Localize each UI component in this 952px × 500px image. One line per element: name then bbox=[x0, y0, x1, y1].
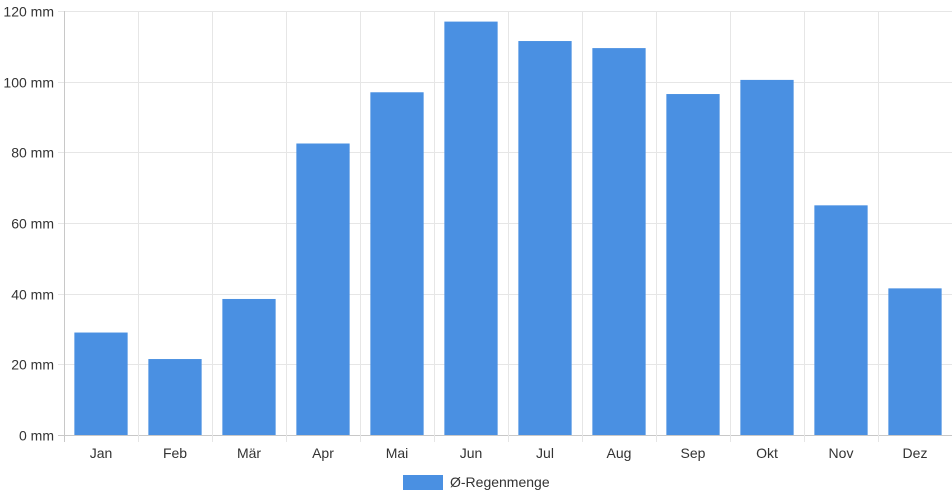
bar[interactable] bbox=[222, 298, 276, 435]
legend-swatch bbox=[403, 475, 443, 490]
legend-label: Ø-Regenmenge bbox=[450, 474, 550, 490]
bar[interactable] bbox=[592, 48, 646, 435]
bar[interactable] bbox=[518, 41, 572, 436]
x-tick-label: Dez bbox=[903, 445, 928, 461]
bar[interactable] bbox=[666, 94, 720, 436]
y-tick-label: 100 mm bbox=[3, 75, 54, 91]
bar[interactable] bbox=[74, 332, 128, 435]
y-tick-label: 60 mm bbox=[11, 216, 54, 232]
bar[interactable] bbox=[296, 143, 350, 436]
y-tick-label: 20 mm bbox=[11, 357, 54, 373]
x-tick-label: Mär bbox=[237, 445, 261, 461]
x-tick-label: Feb bbox=[163, 445, 187, 461]
y-tick-label: 80 mm bbox=[11, 145, 54, 161]
x-tick-label: Mai bbox=[386, 445, 409, 461]
x-tick-label: Nov bbox=[829, 445, 854, 461]
grid-lines bbox=[58, 11, 952, 442]
y-tick-labels: 0 mm 20 mm 40 mm 60 mm 80 mm 100 mm 120 mm bbox=[3, 4, 54, 444]
x-tick-label: Sep bbox=[681, 445, 706, 461]
y-tick-label: 120 mm bbox=[3, 4, 54, 20]
bar[interactable] bbox=[888, 288, 942, 435]
bar[interactable] bbox=[740, 79, 794, 436]
x-tick-label: Jun bbox=[460, 445, 483, 461]
x-tick-label: Jan bbox=[90, 445, 113, 461]
x-tick-label: Apr bbox=[312, 445, 334, 461]
x-tick-label: Okt bbox=[756, 445, 778, 461]
x-tick-labels: Jan Feb Mär Apr Mai Jun Jul Aug Sep Okt Nov Dez bbox=[90, 445, 928, 461]
legend[interactable]: Ø-Regenmenge bbox=[403, 474, 550, 490]
x-tick-label: Jul bbox=[536, 445, 554, 461]
y-tick-label: 40 mm bbox=[11, 287, 54, 303]
bar[interactable] bbox=[444, 21, 498, 435]
bars bbox=[74, 21, 942, 436]
y-tick-label: 0 mm bbox=[19, 428, 54, 444]
bar[interactable] bbox=[814, 205, 868, 435]
x-tick-label: Aug bbox=[607, 445, 632, 461]
bar[interactable] bbox=[370, 92, 424, 436]
bar[interactable] bbox=[148, 359, 202, 435]
